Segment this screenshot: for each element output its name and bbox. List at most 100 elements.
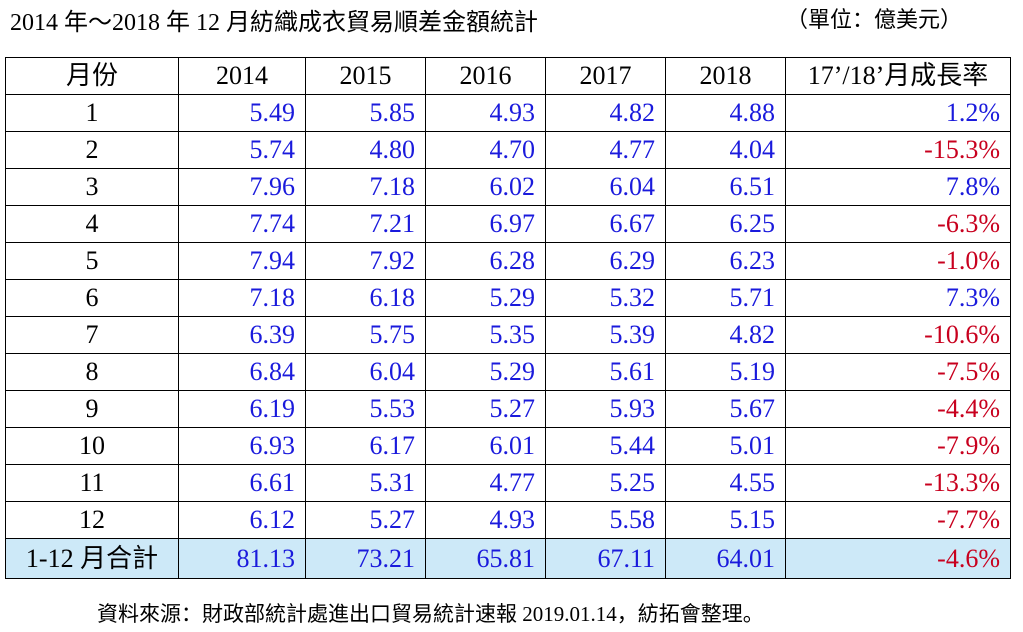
cell: 4.55: [665, 464, 786, 502]
cell: 6.97: [425, 205, 546, 243]
cell: 64.01: [665, 538, 786, 579]
cell: 5.01: [665, 427, 786, 465]
cell: 7.21: [305, 205, 426, 243]
cell: 4.93: [425, 501, 546, 539]
cell: 3: [5, 168, 179, 206]
cell: 6.19: [178, 390, 306, 428]
data-table: 月份 2014 2015 2016 2017 2018 17’/18’月成長率 1 5.49 5.…: [5, 57, 1011, 579]
cell: 4.77: [425, 464, 546, 502]
cell: 5.15: [665, 501, 786, 539]
cell: 1.2%: [785, 94, 1011, 132]
cell: 67.11: [545, 538, 666, 579]
source-note: 資料來源：財政部統計處進出口貿易統計速報 2019.01.14，紡拓會整理。: [97, 602, 764, 626]
cell: 4.70: [425, 131, 546, 169]
body-row: 10 6.93 6.17 6.01 5.44 5.01 -7.9%: [5, 427, 1011, 465]
body-row: 5 7.94 7.92 6.28 6.29 6.23 -1.0%: [5, 242, 1011, 280]
unit-note: （單位：億美元）: [786, 7, 963, 32]
cell: 6.93: [178, 427, 306, 465]
cell: 4.04: [665, 131, 786, 169]
body-row: 6 7.18 6.18 5.29 5.32 5.71 7.3%: [5, 279, 1011, 317]
cell: 5.29: [425, 353, 546, 391]
cell: 4.82: [545, 94, 666, 132]
cell: 5.67: [665, 390, 786, 428]
cell: -4.4%: [785, 390, 1011, 428]
cell: 5.39: [545, 316, 666, 354]
cell: 12: [5, 501, 179, 539]
cell: 11: [5, 464, 179, 502]
cell: 5.75: [305, 316, 426, 354]
cell: -4.6%: [785, 538, 1011, 579]
cell: 6.39: [178, 316, 306, 354]
cell: 6.25: [665, 205, 786, 243]
cell: 5.93: [545, 390, 666, 428]
cell: 8: [5, 353, 179, 391]
cell: 7.3%: [785, 279, 1011, 317]
cell: 7.18: [178, 279, 306, 317]
body-row: 1 5.49 5.85 4.93 4.82 4.88 1.2%: [5, 94, 1011, 132]
cell: 6.29: [545, 242, 666, 280]
cell: 6.04: [545, 168, 666, 206]
cell: 5: [5, 242, 179, 280]
cell: 6.02: [425, 168, 546, 206]
cell: 73.21: [305, 538, 426, 579]
cell: 5.53: [305, 390, 426, 428]
cell: 1-12 月合計: [5, 538, 179, 579]
title: 2014 年～2018 年 12 月紡織成衣貿易順差金額統計: [10, 10, 538, 36]
cell: 65.81: [425, 538, 546, 579]
cell: -7.5%: [785, 353, 1011, 391]
cell: 7.18: [305, 168, 426, 206]
head-row: 月份 2014 2015 2016 2017 2018 17’/18’月成長率: [5, 57, 1011, 95]
cell: 5.44: [545, 427, 666, 465]
cell: 6.28: [425, 242, 546, 280]
cell: 6.17: [305, 427, 426, 465]
cell: 6.61: [178, 464, 306, 502]
cell: 6.12: [178, 501, 306, 539]
cell: -10.6%: [785, 316, 1011, 354]
cell: 6.51: [665, 168, 786, 206]
cell: 5.27: [425, 390, 546, 428]
cell: 2017: [545, 57, 666, 95]
cell: -13.3%: [785, 464, 1011, 502]
cell: 1: [5, 94, 179, 132]
cell: 5.49: [178, 94, 306, 132]
cell: 6.01: [425, 427, 546, 465]
cell: 17’/18’月成長率: [785, 57, 1011, 95]
cell: 5.58: [545, 501, 666, 539]
cell: 9: [5, 390, 179, 428]
cell: -1.0%: [785, 242, 1011, 280]
cell: 5.32: [545, 279, 666, 317]
cell: 5.61: [545, 353, 666, 391]
cell: 4.82: [665, 316, 786, 354]
cell: 4.77: [545, 131, 666, 169]
body-row: 7 6.39 5.75 5.35 5.39 4.82 -10.6%: [5, 316, 1011, 354]
cell: 5.35: [425, 316, 546, 354]
cell: 6: [5, 279, 179, 317]
cell: 6.67: [545, 205, 666, 243]
cell: -6.3%: [785, 205, 1011, 243]
cell: 4.88: [665, 94, 786, 132]
cell: 5.31: [305, 464, 426, 502]
cell: 2018: [665, 57, 786, 95]
cell: 2: [5, 131, 179, 169]
body-row: 8 6.84 6.04 5.29 5.61 5.19 -7.5%: [5, 353, 1011, 391]
cell: 5.25: [545, 464, 666, 502]
cell: 10: [5, 427, 179, 465]
cell: 7.94: [178, 242, 306, 280]
cell: 6.84: [178, 353, 306, 391]
cell: -15.3%: [785, 131, 1011, 169]
cell: 7: [5, 316, 179, 354]
cell: 7.8%: [785, 168, 1011, 206]
cell: 4.93: [425, 94, 546, 132]
cell: -7.7%: [785, 501, 1011, 539]
cell: 2014: [178, 57, 306, 95]
cell: 6.23: [665, 242, 786, 280]
cell: 6.18: [305, 279, 426, 317]
body-row: 3 7.96 7.18 6.02 6.04 6.51 7.8%: [5, 168, 1011, 206]
cell: 4.80: [305, 131, 426, 169]
cell: 5.19: [665, 353, 786, 391]
body-row: 4 7.74 7.21 6.97 6.67 6.25 -6.3%: [5, 205, 1011, 243]
cell: -7.9%: [785, 427, 1011, 465]
body-row: 12 6.12 5.27 4.93 5.58 5.15 -7.7%: [5, 501, 1011, 539]
body-row: 2 5.74 4.80 4.70 4.77 4.04 -15.3%: [5, 131, 1011, 169]
